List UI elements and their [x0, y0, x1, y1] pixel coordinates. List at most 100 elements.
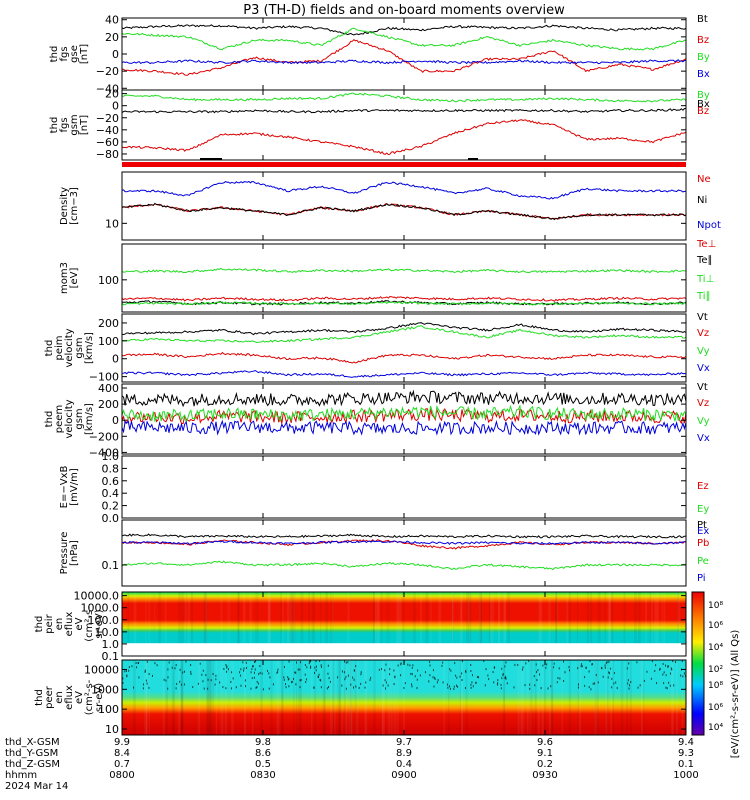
- legend-peim_velocity-3: Vx: [697, 363, 710, 374]
- ylabel-electron_spectrogram: (cm²-s-: [84, 679, 95, 715]
- axis-row-label: thd_Z-GSM: [5, 759, 60, 770]
- axis-row-label: thd_X-GSM: [5, 737, 60, 748]
- colorbar-tick: 10⁶: [708, 703, 723, 713]
- series-line-fgs_gsm-0: [122, 92, 686, 103]
- series-line-fgs_gsm-2: [122, 119, 686, 156]
- panel-frame: [121, 171, 687, 241]
- ytick-label: 0: [112, 48, 119, 61]
- ylabel-ion_spectrogram: sr-eV): [94, 609, 105, 638]
- spectrogram-image: [122, 592, 686, 644]
- axis-value-z: 0.7: [114, 759, 130, 770]
- ylabel-peem_velocity: velocity: [64, 399, 75, 438]
- ytick-label: 20: [105, 31, 119, 44]
- ytick-label: 10.0: [95, 626, 120, 639]
- ytick-label: 0.1: [102, 650, 120, 663]
- legend-fgs_gsm-0: By: [697, 90, 710, 101]
- axis-value-x: 9.8: [255, 737, 271, 748]
- ylabel-efield: [mV/m]: [69, 468, 80, 506]
- colorbar-scale: [691, 591, 705, 736]
- series-line-peem_velocity-3: [122, 419, 686, 436]
- ytick-label: 0.1: [102, 559, 120, 572]
- legend-pressure-1: Pb: [697, 538, 709, 549]
- axis-value-x: 9.9: [114, 737, 130, 748]
- panel-frame: [121, 519, 687, 587]
- legend-pressure-2: Pe: [697, 556, 709, 567]
- legend-fgs_gse-2: By: [697, 52, 710, 63]
- axis-value-x: 9.4: [678, 737, 694, 748]
- panel-frame: [121, 455, 687, 519]
- ytick-label: 1.0: [102, 638, 120, 651]
- colorbar: 10⁸ 10⁶ 10⁴ 10² 10⁸ 10⁶ 10⁴ [eV/(cm²-s-sr-eV)] …: [691, 591, 741, 758]
- ylabel-peim_velocity: peim: [54, 335, 65, 360]
- ytick-label: 0.8: [102, 462, 120, 475]
- ylabel-electron_spectrogram: en: [54, 691, 65, 704]
- ylabel-electron_spectrogram: thd: [34, 689, 45, 706]
- ytick-label: 1000: [91, 683, 119, 696]
- ylabel-fgs_gse: thd: [49, 46, 60, 63]
- series-line-temperature-2: [122, 267, 686, 274]
- axis-value-x: 9.6: [537, 737, 553, 748]
- series-line-pressure-0: [122, 533, 686, 539]
- panel-efield: Ez Ey Ex 1.00.80.60.40.20.0 E=−VxB [mV/m]: [59, 450, 709, 537]
- axis-value-y: 8.9: [396, 748, 412, 759]
- ytick-label: 200: [98, 398, 119, 411]
- colorbar-tick: 10⁸: [708, 681, 723, 691]
- series-line-density-0: [122, 203, 686, 220]
- legend-fgs_gse-1: Bz: [697, 35, 709, 46]
- axis-value-t: 0830: [250, 770, 275, 781]
- axis-value-z: 0.2: [537, 759, 553, 770]
- legend-peim_velocity-0: Vt: [697, 312, 708, 323]
- series-line-peim_velocity-1: [122, 351, 686, 364]
- ylabel-temperature: mom3: [59, 262, 70, 294]
- ytick-label: 400: [98, 382, 119, 395]
- panel-density: Ne Ni Npot 10 Density [cm−3]: [59, 171, 721, 241]
- series-line-peem_velocity-2: [122, 404, 686, 425]
- legend-fgs_gsm-1: Bx: [697, 99, 710, 110]
- ylabel-pressure: Pressure: [59, 532, 70, 575]
- legend-fgs_gsm-2: Bz: [697, 106, 709, 117]
- axis-value-z: 0.1: [678, 759, 694, 770]
- series-line-peem_velocity-1: [122, 407, 686, 425]
- ytick-label: −20: [96, 65, 119, 78]
- ytick-label: 0: [112, 353, 119, 366]
- ylabel-ion_spectrogram: (cm²-s-: [84, 606, 95, 642]
- ylabel-peim_velocity: velocity: [64, 328, 75, 367]
- legend-fgs_gse-0: Bt: [697, 14, 708, 25]
- ylabel-fgs_gse: fgs: [59, 46, 70, 61]
- ytick-label: 100: [98, 274, 119, 287]
- ytick-label: 1.0: [102, 450, 120, 463]
- legend-efield-2: Ex: [697, 526, 709, 537]
- legend-density-1: Ni: [697, 195, 707, 206]
- ylabel-ion_spectrogram: eV: [74, 617, 85, 630]
- ytick-label: −60: [96, 136, 119, 149]
- ylabel-electron_spectrogram: peer: [44, 685, 55, 709]
- legend-temperature-2: Ti⊥: [696, 274, 714, 285]
- axis-row-label: hhmm: [5, 770, 37, 781]
- ytick-label: 10: [105, 723, 119, 736]
- spectrogram-image: [122, 660, 686, 735]
- series-line-fgs_gse-1: [122, 39, 686, 76]
- series-line-temperature-0: [122, 295, 686, 302]
- legend-pressure-3: Pi: [697, 573, 706, 584]
- legend-density-0: Ne: [697, 174, 711, 185]
- legend-temperature-1: Te∥: [696, 255, 713, 266]
- panel-electron_spectrogram: 10000 1000 100 10 thd peer en eflux eV (cm²-s-sr-…: [34, 659, 687, 736]
- ytick-label: 100: [98, 335, 119, 348]
- ylabel-electron_spectrogram: sr-eV): [94, 683, 105, 712]
- ylabel-peem_velocity: [km/s]: [84, 403, 95, 435]
- ylabel-peem_velocity: thd: [44, 411, 55, 428]
- panel-frame: [121, 313, 687, 383]
- legend-efield-0: Ez: [697, 481, 709, 492]
- ytick-label: 0: [112, 414, 119, 427]
- ylabel-fgs_gsm: [nT]: [79, 115, 90, 135]
- ytick-label: −40: [96, 124, 119, 137]
- series-line-pressure-2: [122, 560, 686, 571]
- axis-row-label: 2024 Mar 14: [5, 781, 68, 792]
- ytick-label: 200: [98, 317, 119, 330]
- colorbar-tick: 10⁶: [708, 621, 723, 631]
- ylabel-temperature: [eV]: [69, 268, 80, 289]
- ytick-label: 20: [105, 88, 119, 101]
- mode-bar: [122, 162, 686, 167]
